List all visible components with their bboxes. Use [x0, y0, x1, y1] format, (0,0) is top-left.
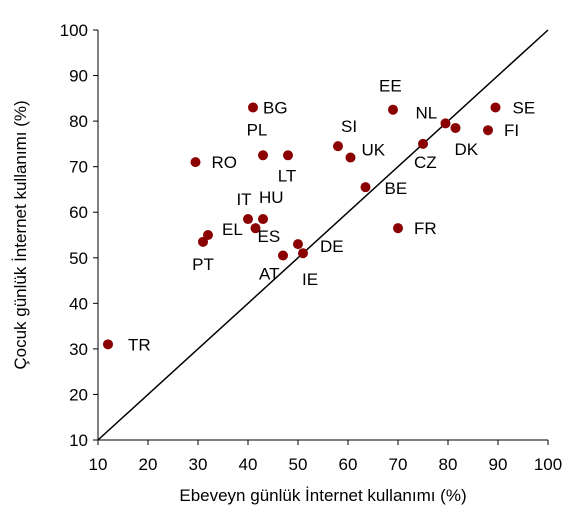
- x-tick-label: 50: [289, 455, 308, 474]
- data-point: [293, 239, 303, 250]
- data-point: [483, 125, 493, 136]
- point-label: ES: [258, 227, 281, 246]
- x-tick-label: 70: [389, 455, 408, 474]
- data-point: [388, 104, 398, 115]
- y-tick-label: 100: [60, 21, 88, 40]
- point-label: EE: [379, 77, 402, 96]
- data-point: [103, 339, 113, 350]
- data-points: [103, 102, 501, 350]
- point-label: IE: [302, 270, 318, 289]
- data-point: [393, 223, 403, 234]
- axes: [97, 30, 548, 441]
- data-point: [360, 182, 371, 193]
- point-label: FR: [414, 219, 437, 238]
- x-axis-title: Ebeveyn günlük İnternet kullanımı (%): [179, 486, 466, 505]
- point-label: UK: [362, 141, 386, 160]
- y-tick-label: 70: [69, 158, 88, 177]
- x-tick-label: 10: [89, 455, 108, 474]
- point-label: PT: [192, 255, 214, 274]
- x-tick-label: 80: [439, 455, 458, 474]
- data-point: [248, 102, 258, 113]
- y-axis-title: Çocuk günlük İnternet kullanımı (%): [11, 100, 30, 369]
- point-label: PL: [247, 120, 268, 139]
- x-ticks: 10 20 30 40 50 60 70 80 90 100: [89, 440, 562, 474]
- data-point: [258, 214, 268, 225]
- y-tick-label: 40: [69, 294, 88, 313]
- point-label: FI: [504, 121, 519, 140]
- x-tick-label: 90: [489, 455, 508, 474]
- data-point: [450, 122, 461, 133]
- point-label: LT: [278, 166, 297, 185]
- y-tick-label: 30: [69, 340, 88, 359]
- y-ticks: 10 20 30 40 50 60 70 80 90 100: [60, 21, 98, 450]
- data-point: [203, 230, 213, 240]
- data-point: [298, 248, 308, 259]
- point-label: BG: [263, 98, 288, 117]
- y-tick-label: 60: [69, 203, 88, 222]
- point-label: HU: [259, 188, 284, 207]
- y-tick-label: 50: [69, 249, 88, 268]
- point-label: EL: [222, 220, 243, 239]
- data-point: [278, 250, 288, 261]
- point-label: CZ: [414, 153, 437, 172]
- y-tick-label: 80: [69, 112, 88, 131]
- point-label: AT: [259, 265, 279, 284]
- point-label: NL: [416, 103, 438, 122]
- y-tick-label: 20: [69, 385, 88, 404]
- data-point: [283, 150, 293, 161]
- point-label: RO: [212, 153, 238, 172]
- x-tick-label: 40: [239, 455, 258, 474]
- data-point: [345, 152, 356, 163]
- data-point: [250, 223, 261, 234]
- x-tick-label: 100: [534, 455, 562, 474]
- data-point: [333, 141, 343, 152]
- data-point: [198, 236, 208, 247]
- reference-line: [97, 29, 549, 441]
- data-point: [258, 150, 268, 161]
- point-label: SE: [513, 98, 536, 117]
- data-point: [490, 102, 501, 113]
- y-tick-label: 10: [69, 431, 88, 450]
- point-label: DE: [320, 237, 344, 256]
- point-label: IT: [236, 190, 251, 209]
- data-point: [418, 138, 428, 149]
- y-tick-label: 90: [69, 67, 88, 86]
- x-tick-label: 60: [339, 455, 358, 474]
- data-point: [440, 118, 451, 129]
- point-label: BE: [385, 179, 408, 198]
- x-tick-label: 20: [139, 455, 158, 474]
- point-label: DK: [455, 140, 479, 159]
- data-point: [190, 157, 201, 168]
- point-label: TR: [128, 335, 151, 354]
- point-label: SI: [341, 117, 357, 136]
- data-point: [243, 214, 253, 225]
- x-tick-label: 30: [189, 455, 208, 474]
